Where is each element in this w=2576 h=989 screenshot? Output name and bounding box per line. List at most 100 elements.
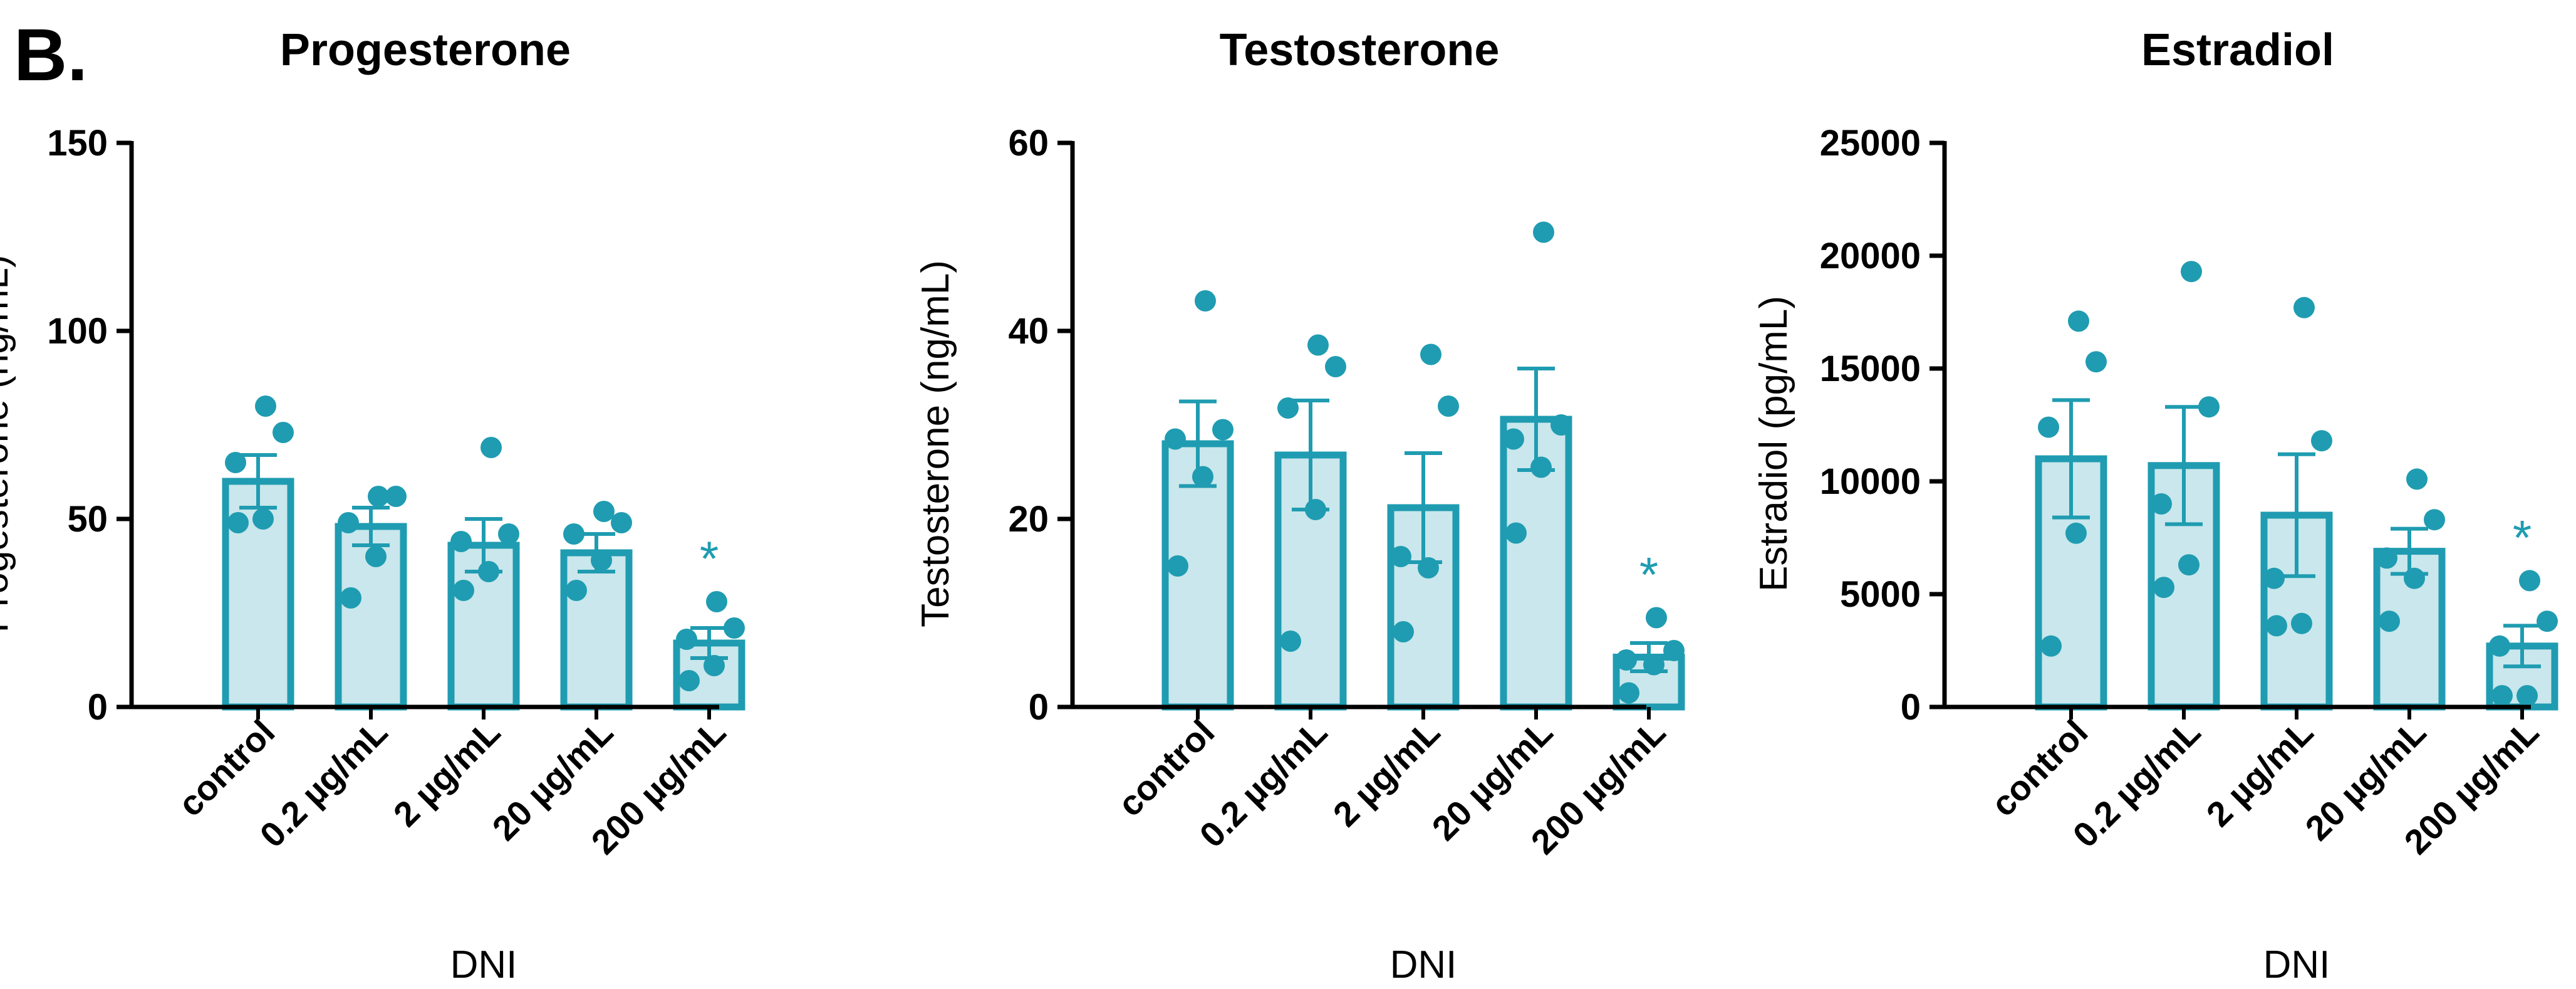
x-axis-label: DNI xyxy=(2263,943,2330,986)
y-tick-label: 5000 xyxy=(1840,574,1921,615)
chart-title: Estradiol xyxy=(2141,25,2334,75)
data-point xyxy=(1418,557,1439,578)
data-point xyxy=(2038,416,2059,438)
data-point xyxy=(2424,509,2445,531)
data-point xyxy=(2153,577,2174,599)
data-point xyxy=(2266,615,2287,637)
data-point xyxy=(1307,334,1329,356)
data-point xyxy=(676,629,697,650)
data-point xyxy=(1212,419,1233,441)
y-tick-label: 10000 xyxy=(1820,461,1921,502)
y-axis-label: Estradiol (pg/mL) xyxy=(1752,296,1795,592)
data-point xyxy=(1420,343,1441,365)
data-point xyxy=(2489,635,2510,657)
category-label: control xyxy=(1983,712,2096,824)
data-point xyxy=(1167,555,1188,577)
data-point xyxy=(385,486,407,507)
data-point xyxy=(2293,296,2315,318)
data-point xyxy=(252,508,274,530)
data-point xyxy=(1663,640,1685,661)
data-point xyxy=(450,531,472,552)
data-point xyxy=(2519,570,2540,592)
y-tick-label: 0 xyxy=(88,687,108,728)
data-point xyxy=(340,587,361,609)
y-tick-label: 0 xyxy=(1901,687,1921,728)
data-point xyxy=(2040,635,2062,657)
y-tick-label: 150 xyxy=(47,123,108,164)
data-point xyxy=(478,561,499,582)
data-point xyxy=(1438,395,1459,417)
data-point xyxy=(1390,546,1411,567)
data-point xyxy=(1195,290,1216,311)
data-point xyxy=(480,437,502,458)
data-point xyxy=(2068,310,2089,332)
data-point xyxy=(2311,430,2332,452)
data-point xyxy=(1530,456,1552,478)
data-point xyxy=(678,670,700,691)
panel-label: B. xyxy=(14,14,88,97)
data-point xyxy=(453,580,474,601)
data-point xyxy=(1550,414,1572,436)
y-tick-label: 20 xyxy=(1008,499,1049,540)
data-point xyxy=(2151,493,2172,515)
y-tick-label: 50 xyxy=(67,499,108,540)
category-label: control xyxy=(170,712,283,824)
y-tick-label: 60 xyxy=(1008,123,1049,164)
significance-mark: * xyxy=(1639,547,1658,602)
data-point xyxy=(2181,261,2202,283)
data-point xyxy=(255,395,276,417)
significance-mark: * xyxy=(700,531,719,586)
data-point xyxy=(2085,351,2107,373)
y-axis-label: Progesterone (ng/mL) xyxy=(0,254,16,632)
y-tick-label: 100 xyxy=(47,311,108,352)
data-point xyxy=(724,617,745,639)
data-point xyxy=(1643,654,1665,676)
data-point xyxy=(368,486,389,507)
data-point xyxy=(2491,685,2513,706)
data-point xyxy=(1503,428,1524,450)
data-point xyxy=(498,523,519,545)
data-point xyxy=(1165,428,1186,450)
data-point xyxy=(225,452,246,473)
data-point xyxy=(611,512,632,533)
data-point xyxy=(2263,567,2285,589)
data-point xyxy=(591,550,612,571)
category-label: control xyxy=(1110,712,1222,824)
data-point xyxy=(1505,522,1527,544)
x-axis-label: DNI xyxy=(450,943,517,986)
data-point xyxy=(1192,466,1213,488)
y-tick-label: 40 xyxy=(1008,311,1049,352)
data-point xyxy=(227,512,249,533)
data-point xyxy=(2379,610,2400,632)
data-point xyxy=(2198,396,2220,418)
data-point xyxy=(2065,522,2087,544)
data-point xyxy=(2376,547,2397,569)
data-point xyxy=(1533,221,1554,243)
data-point xyxy=(2516,685,2538,706)
data-point xyxy=(2537,610,2558,632)
data-point xyxy=(1393,621,1414,642)
data-point xyxy=(593,501,615,522)
data-point xyxy=(2291,612,2312,634)
chart-title: Progesterone xyxy=(280,25,571,75)
data-point xyxy=(704,655,725,676)
significance-mark: * xyxy=(2513,510,2532,565)
y-tick-label: 20000 xyxy=(1820,236,1921,276)
data-point xyxy=(1305,499,1326,520)
data-point xyxy=(273,422,294,443)
y-tick-label: 15000 xyxy=(1820,348,1921,389)
chart-title: Testosterone xyxy=(1220,25,1500,75)
data-point xyxy=(563,523,584,545)
data-point xyxy=(2406,468,2428,490)
data-point xyxy=(1280,631,1301,652)
data-point xyxy=(706,591,727,612)
data-point xyxy=(1277,397,1299,419)
bar xyxy=(560,549,633,711)
data-point xyxy=(1616,649,1637,671)
data-point xyxy=(2404,567,2425,589)
data-point xyxy=(338,512,359,533)
